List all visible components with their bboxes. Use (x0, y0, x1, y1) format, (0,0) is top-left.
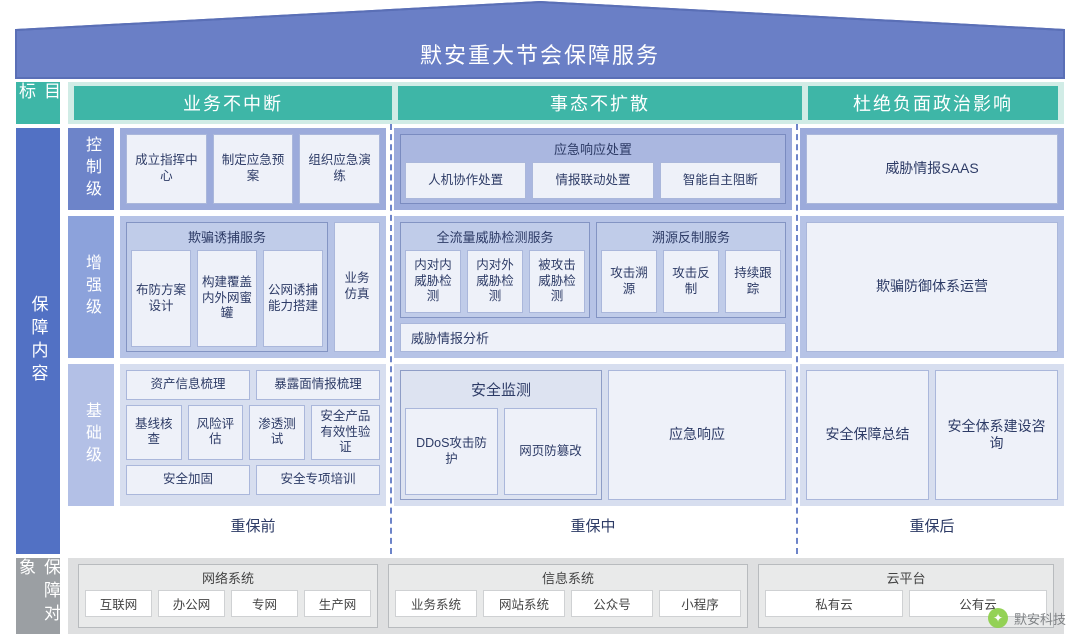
cell: 渗透测试 (249, 405, 305, 460)
cell: 业务仿真 (334, 222, 380, 352)
control-mid-panel: 应急响应处置 人机协作处置 情报联动处置 智能自主阻断 (394, 128, 792, 210)
phase-divider-1 (390, 124, 392, 554)
main-title: 默安重大节会保障服务 (0, 38, 1080, 70)
cell: 构建覆盖内外网蜜罐 (197, 250, 257, 347)
tgroup-title: 云平台 (765, 568, 1047, 587)
cell: 暴露面情报梳理 (256, 370, 380, 400)
tgroup-title: 信息系统 (395, 568, 741, 587)
enhance-pre-panel: 欺骗诱捕服务 布防方案设计 构建覆盖内外网蜜罐 公网诱捕能力搭建 业务仿真 (120, 216, 386, 358)
levels-column: 控制级 增强级 基础级 (68, 128, 114, 554)
level-base: 基础级 (68, 364, 114, 506)
cell: 公网诱捕能力搭建 (263, 250, 323, 347)
group-title: 欺骗诱捕服务 (131, 227, 323, 246)
side-label-target: 保障对象 (16, 558, 60, 634)
phase-mid: 重保中 (394, 515, 792, 536)
cell: 资产信息梳理 (126, 370, 250, 400)
cell: 威胁情报SAAS (806, 134, 1058, 204)
group-title: 溯源反制服务 (601, 227, 781, 246)
control-pre-panel: 成立指挥中心 制定应急预案 组织应急演练 (120, 128, 386, 210)
watermark: ✦ 默安科技 (988, 608, 1066, 628)
tcell: 私有云 (765, 590, 903, 617)
cell: 应急响应 (608, 370, 786, 500)
cell: 布防方案设计 (131, 250, 191, 347)
enhance-post-panel: 欺骗防御体系运营 (800, 216, 1064, 358)
tcell: 互联网 (85, 590, 152, 617)
phase-pre: 重保前 (120, 515, 386, 536)
threat-strip: 威胁情报分析 (400, 323, 786, 352)
wechat-icon: ✦ (988, 608, 1008, 628)
watermark-text: 默安科技 (1014, 609, 1066, 628)
base-mid-panel: 安全监测 DDoS攻击防护 网页防篡改 应急响应 (394, 364, 792, 506)
phase-divider-2 (796, 124, 798, 554)
group-title: 安全监测 (405, 375, 597, 404)
group-title: 应急响应处置 (405, 139, 781, 158)
level-enhance: 增强级 (68, 216, 114, 358)
control-post-panel: 威胁情报SAAS (800, 128, 1064, 210)
tcell: 专网 (231, 590, 298, 617)
cell: 安全加固 (126, 465, 250, 495)
row-base: 资产信息梳理 暴露面情报梳理 基线核查 风险评估 渗透测试 安全产品有效性验证 … (120, 364, 1064, 506)
side-label-content: 保障内容 (16, 128, 60, 554)
tcell: 网站系统 (483, 590, 565, 617)
cell: 制定应急预案 (213, 134, 294, 204)
cell: 欺骗防御体系运营 (806, 222, 1058, 352)
cell: 安全专项培训 (256, 465, 380, 495)
target-group-network: 网络系统 互联网 办公网 专网 生产网 (78, 564, 378, 628)
side-label-goal: 目标 (16, 82, 60, 124)
goal-2: 事态不扩散 (398, 86, 802, 120)
cell: 基线核查 (126, 405, 182, 460)
cell: 成立指挥中心 (126, 134, 207, 204)
cell: 内对内威胁检测 (405, 250, 461, 313)
cell: 智能自主阻断 (660, 162, 781, 199)
cell: 攻击溯源 (601, 250, 657, 313)
phase-row: 重保前 重保中 重保后 (120, 512, 1064, 538)
group-title: 全流量威胁检测服务 (405, 227, 585, 246)
row-control: 成立指挥中心 制定应急预案 组织应急演练 应急响应处置 人机协作处置 情报联动处… (120, 128, 1064, 210)
targets-area: 网络系统 互联网 办公网 专网 生产网 信息系统 业务系统 网站系统 公众号 小… (68, 558, 1064, 634)
target-group-info: 信息系统 业务系统 网站系统 公众号 小程序 (388, 564, 748, 628)
row-enhance: 欺骗诱捕服务 布防方案设计 构建覆盖内外网蜜罐 公网诱捕能力搭建 业务仿真 (120, 216, 1064, 358)
cell: 安全体系建设咨询 (935, 370, 1058, 500)
tcell: 办公网 (158, 590, 225, 617)
base-pre-panel: 资产信息梳理 暴露面情报梳理 基线核查 风险评估 渗透测试 安全产品有效性验证 … (120, 364, 386, 506)
main-grid: 目标 业务不中断 事态不扩散 杜绝负面政治影响 保障内容 控制级 增强级 基础级… (16, 82, 1064, 634)
rows-column: 成立指挥中心 制定应急预案 组织应急演练 应急响应处置 人机协作处置 情报联动处… (120, 128, 1064, 554)
cell: 网页防篡改 (504, 408, 597, 495)
cell: DDoS攻击防护 (405, 408, 498, 495)
cell: 安全产品有效性验证 (311, 405, 380, 460)
goal-3: 杜绝负面政治影响 (808, 86, 1058, 120)
cell: 持续跟踪 (725, 250, 781, 313)
cell: 攻击反制 (663, 250, 719, 313)
tgroup-title: 网络系统 (85, 568, 371, 587)
cell: 被攻击威胁检测 (529, 250, 585, 313)
cell: 情报联动处置 (532, 162, 653, 199)
goal-1: 业务不中断 (74, 86, 392, 120)
level-control: 控制级 (68, 128, 114, 210)
tcell: 生产网 (304, 590, 371, 617)
content-area: 控制级 增强级 基础级 成立指挥中心 制定应急预案 组织应急演练 应 (68, 128, 1064, 554)
phase-post: 重保后 (800, 515, 1064, 536)
cell: 安全保障总结 (806, 370, 929, 500)
tcell: 公众号 (571, 590, 653, 617)
cell: 风险评估 (188, 405, 244, 460)
goals-row: 业务不中断 事态不扩散 杜绝负面政治影响 (68, 82, 1064, 124)
cell: 组织应急演练 (299, 134, 380, 204)
base-post-panel: 安全保障总结 安全体系建设咨询 (800, 364, 1064, 506)
roof-banner: 默安重大节会保障服务 (0, 0, 1080, 80)
cell: 人机协作处置 (405, 162, 526, 199)
enhance-mid-panel: 全流量威胁检测服务 内对内威胁检测 内对外威胁检测 被攻击威胁检测 溯源反制服务… (394, 216, 792, 358)
cell: 内对外威胁检测 (467, 250, 523, 313)
tcell: 业务系统 (395, 590, 477, 617)
tcell: 小程序 (659, 590, 741, 617)
